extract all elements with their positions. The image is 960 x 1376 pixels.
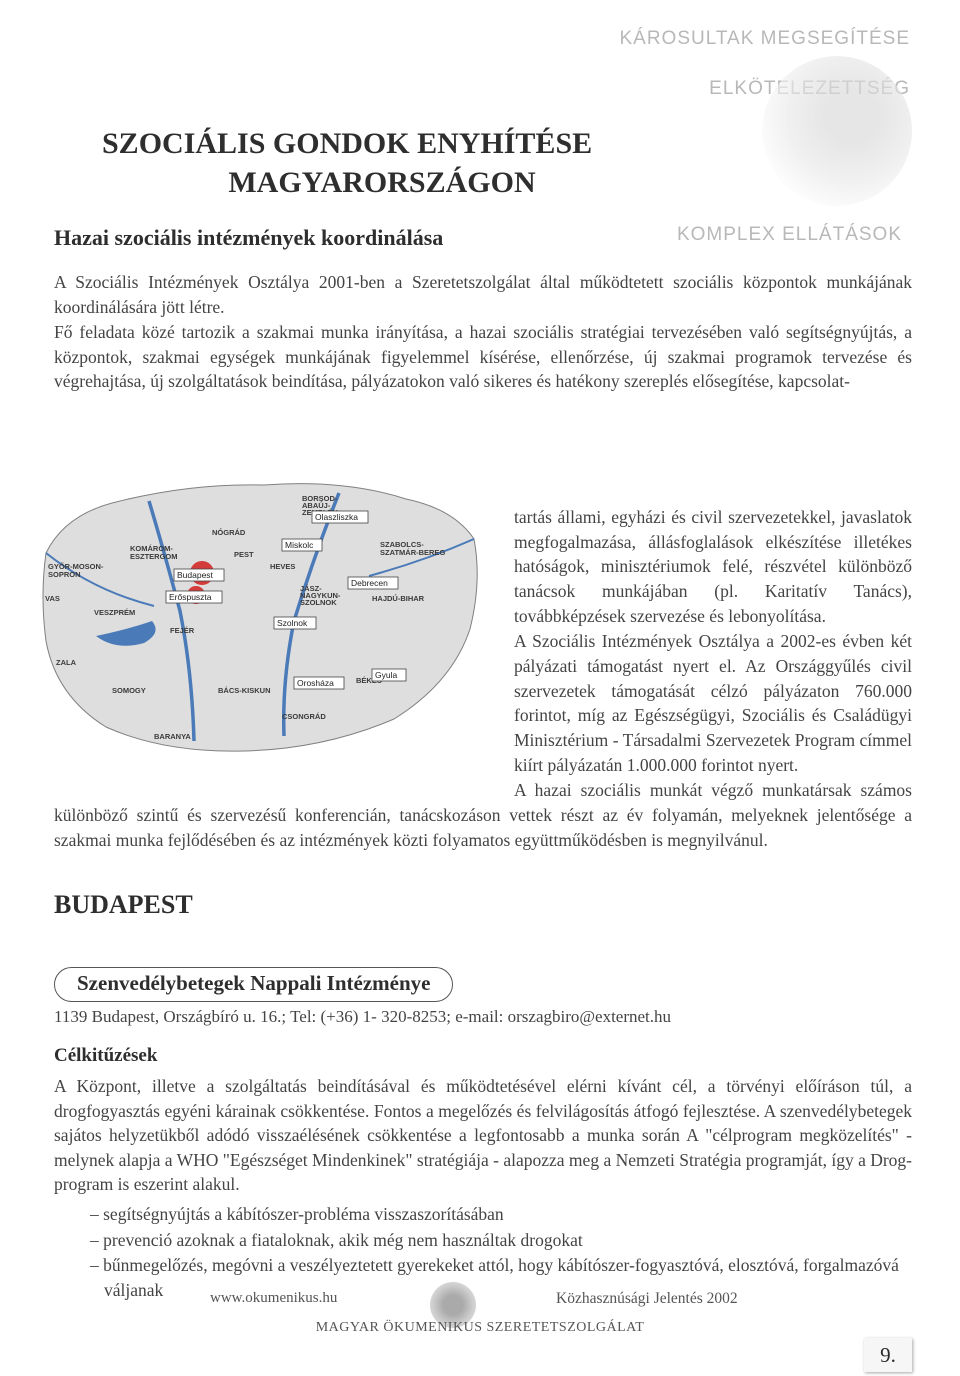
goal-item: – segítségnyújtás a kábítószer-probléma … [90,1202,912,1227]
footer-org: MAGYAR ÖKUMENIKUS SZERETETSZOLGÁLAT [0,1320,960,1336]
footer: www.okumenikus.hu Közhasznúsági Jelentés… [0,1290,960,1350]
institution-address: 1139 Budapest, Országbíró u. 16.; Tel: (… [54,1007,671,1027]
title-line2: MAGYARORSZÁGON [102,163,662,202]
page-number: 9. [864,1338,912,1372]
intro-text: A Szociális Intézmények Osztálya 2001-be… [54,272,912,391]
goal-item: – prevenció azoknak a fiataloknak, akik … [90,1228,912,1253]
institution-title: Szenvedélybetegek Nappali Intézménye [54,967,453,1002]
footer-report: Közhasznúsági Jelentés 2002 [556,1290,738,1308]
tag-komplex: KOMPLEX ELLÁTÁSOK [677,224,902,246]
goals-list: – segítségnyújtás a kábítószer-probléma … [90,1202,912,1303]
page-title: SZOCIÁLIS GONDOK ENYHÍTÉSE MAGYARORSZÁGO… [102,124,662,202]
goals-text: A Központ, illetve a szolgáltatás beindí… [54,1074,912,1197]
goals-heading: Célkitűzések [54,1045,157,1067]
header-illustration [762,56,912,206]
page-subtitle: Hazai szociális intézmények koordinálása [54,225,443,251]
flow-paragraph: tartás állami, egyházi és civil szerveze… [54,455,912,853]
intro-paragraph: A Szociális Intézmények Osztálya 2001-be… [54,270,912,394]
section-budapest: BUDAPEST [54,890,193,920]
tag-karosultak: KÁROSULTAK MEGSEGÍTÉSE [619,28,910,50]
title-line1: SZOCIÁLIS GONDOK ENYHÍTÉSE [102,124,662,163]
footer-url: www.okumenikus.hu [210,1290,337,1307]
